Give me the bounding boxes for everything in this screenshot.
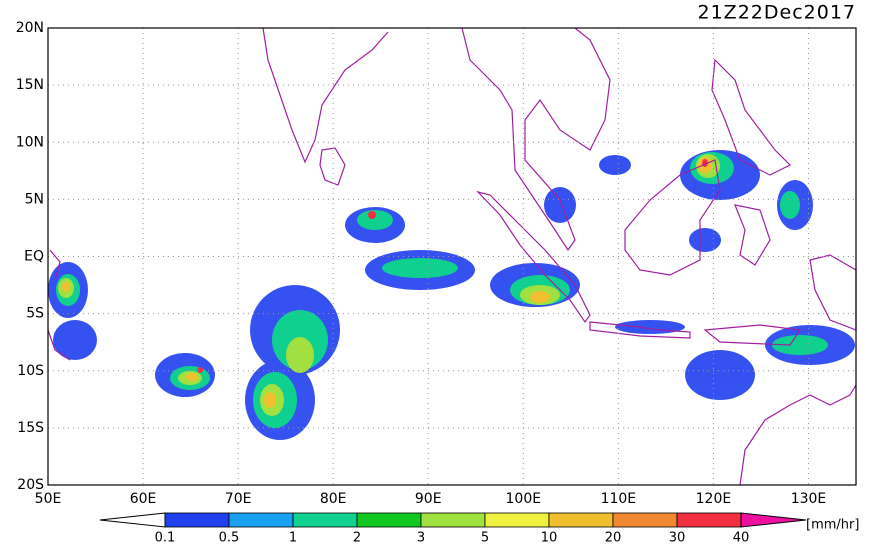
colorbar-unit: [mm/hr] bbox=[806, 518, 859, 533]
lon-label: 100E bbox=[506, 491, 542, 507]
coastlines bbox=[47, 27, 857, 486]
colorbar-label: 5 bbox=[481, 531, 489, 544]
colorbar-label: 0.1 bbox=[155, 531, 176, 544]
lon-label: 80E bbox=[320, 491, 347, 507]
lon-label: 110E bbox=[601, 491, 637, 507]
colorbar-label: 1 bbox=[289, 531, 297, 544]
colorbar-box bbox=[612, 512, 678, 528]
colorbar-box bbox=[228, 512, 294, 528]
lat-label: 5N bbox=[25, 191, 44, 207]
colorbar-label: 3 bbox=[417, 531, 425, 544]
lon-label: 50E bbox=[35, 491, 62, 507]
colorbar-box bbox=[420, 512, 486, 528]
lon-label: 70E bbox=[225, 491, 252, 507]
colorbar-label: 40 bbox=[733, 531, 750, 544]
lat-label: 20S bbox=[17, 477, 44, 493]
lon-label: 130E bbox=[791, 491, 827, 507]
colorbar-box bbox=[164, 512, 230, 528]
map-frame bbox=[47, 27, 857, 486]
colorbar-over bbox=[740, 512, 807, 528]
lon-label: 120E bbox=[696, 491, 732, 507]
colorbar-under bbox=[99, 512, 166, 528]
lon-label: 90E bbox=[415, 491, 442, 507]
lat-label: 10S bbox=[17, 363, 44, 379]
lon-label: 60E bbox=[130, 491, 157, 507]
lat-label: 10N bbox=[16, 134, 44, 150]
colorbar-label: 10 bbox=[541, 531, 558, 544]
rain-areas bbox=[48, 150, 855, 440]
colorbar-label: 2 bbox=[353, 531, 361, 544]
colorbar-label: 30 bbox=[669, 531, 686, 544]
lat-label: 5S bbox=[26, 306, 44, 322]
colorbar-box bbox=[356, 512, 422, 528]
graticule bbox=[48, 28, 856, 485]
colorbar: 0.1 0.5 1 2 3 5 10 20 30 40 [mm/hr] bbox=[99, 512, 859, 544]
colorbar-box bbox=[292, 512, 358, 528]
colorbar-label: 20 bbox=[605, 531, 622, 544]
lat-label: 15N bbox=[16, 77, 44, 93]
lat-label: 20N bbox=[16, 20, 44, 36]
colorbar-box bbox=[676, 512, 742, 528]
lat-label: 15S bbox=[17, 420, 44, 436]
lat-label: EQ bbox=[24, 249, 44, 265]
colorbar-box bbox=[484, 512, 550, 528]
colorbar-box bbox=[548, 512, 614, 528]
timestamp: 21Z22Dec2017 bbox=[698, 2, 857, 24]
colorbar-label: 0.5 bbox=[219, 531, 240, 544]
